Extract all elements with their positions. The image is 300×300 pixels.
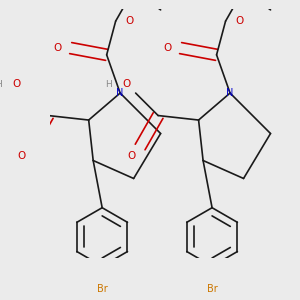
Text: N: N — [226, 88, 234, 98]
Text: Br: Br — [97, 284, 107, 294]
Text: H: H — [0, 80, 2, 88]
Text: O: O — [13, 79, 21, 89]
Text: O: O — [163, 43, 171, 53]
Text: H: H — [105, 80, 112, 88]
Text: Br: Br — [207, 284, 218, 294]
Text: O: O — [127, 151, 135, 161]
Text: O: O — [53, 43, 61, 53]
Text: N: N — [116, 88, 124, 98]
Text: O: O — [122, 79, 131, 89]
Text: O: O — [125, 16, 133, 26]
Text: O: O — [17, 151, 26, 161]
Text: O: O — [235, 16, 243, 26]
